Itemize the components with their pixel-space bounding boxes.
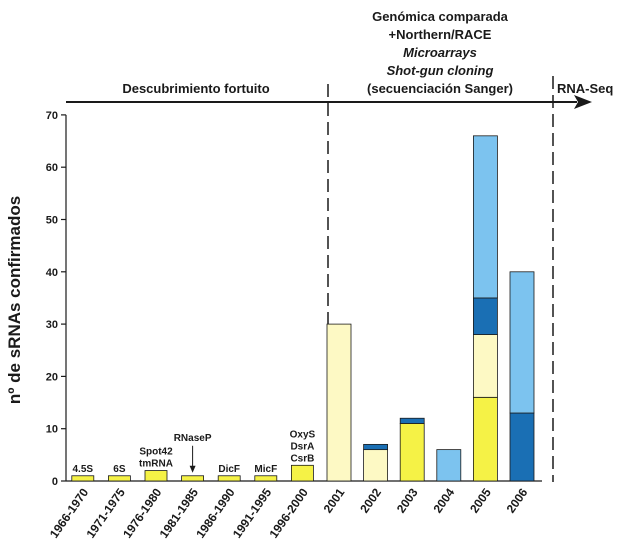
bar-segment (509, 271, 535, 414)
y-tick-label: 40 (46, 267, 58, 279)
bar-segment (144, 470, 168, 482)
x-tick-label: 2001 (321, 485, 348, 515)
bar-annotation-label: 4.5S (73, 464, 94, 475)
timeline-arrowhead (574, 95, 592, 109)
bar-annotation-label: Spot42 (139, 447, 173, 458)
bar-annotation-label: tmRNA (139, 459, 173, 470)
genomics-method-label: Genómica comparada (372, 9, 509, 24)
bar-segment (436, 449, 462, 482)
bar-segment (326, 323, 352, 482)
annotation-arrowhead (189, 465, 196, 473)
bar-segment (363, 449, 389, 482)
bar-segment (217, 475, 241, 482)
y-axis-label: nº de sRNAs confirmados (5, 196, 24, 404)
y-tick-label: 70 (46, 110, 58, 122)
period-label-fortuitous: Descubrimiento fortuito (122, 81, 269, 96)
y-tick-label: 0 (52, 476, 58, 488)
genomics-method-label: Shot-gun cloning (387, 63, 494, 78)
bar-segment (399, 417, 425, 424)
y-tick-label: 30 (46, 319, 58, 331)
bar-annotation-label: DicF (218, 464, 240, 475)
bar-segment (472, 334, 498, 398)
bar-segment (254, 475, 278, 482)
x-axis: 1966-19701971-19751976-19801981-19851986… (47, 480, 542, 541)
bar-segment (509, 412, 535, 482)
bar-annotation-label: MicF (254, 464, 277, 475)
bars (71, 135, 535, 482)
bar-segment (290, 464, 314, 482)
bar-segment (181, 475, 205, 482)
x-tick-label: 2006 (504, 485, 531, 515)
y-axis: 0 10 20 30 40 50 60 70 (46, 110, 67, 488)
genomics-method-label: +Northern/RACE (389, 27, 492, 42)
y-tick-label: 50 (46, 215, 58, 227)
genomics-method-label: (secuenciación Sanger) (367, 81, 513, 96)
bar-annotation-label: OxyS (290, 429, 316, 440)
x-tick-label: 2002 (357, 485, 384, 515)
bar-segment (363, 443, 389, 451)
y-tick-label: 20 (46, 371, 58, 383)
x-tick-label: 2005 (467, 485, 494, 515)
bar-annotation-label: DsrA (290, 441, 314, 452)
bar-segment (472, 396, 498, 482)
y-tick-label: 60 (46, 162, 58, 174)
genomics-method-label: Microarrays (403, 45, 477, 60)
y-tick-label: 10 (46, 424, 58, 436)
x-tick-label: 2004 (430, 485, 457, 515)
bar-segment (472, 135, 498, 299)
period-label-genomics: Genómica comparada +Northern/RACE Microarr… (367, 9, 513, 96)
x-tick-label: 2003 (394, 485, 421, 515)
bar-segment (71, 475, 95, 482)
bar-annotation-label: RNaseP (174, 433, 212, 444)
bar-annotation-label: CsrB (290, 453, 314, 464)
bar-segment (399, 423, 425, 482)
period-label-rnaseq: RNA-Seq (557, 81, 613, 96)
bar-annotation-label: 6S (113, 464, 126, 475)
bar-segment (472, 297, 498, 335)
bar-segment (108, 475, 131, 482)
